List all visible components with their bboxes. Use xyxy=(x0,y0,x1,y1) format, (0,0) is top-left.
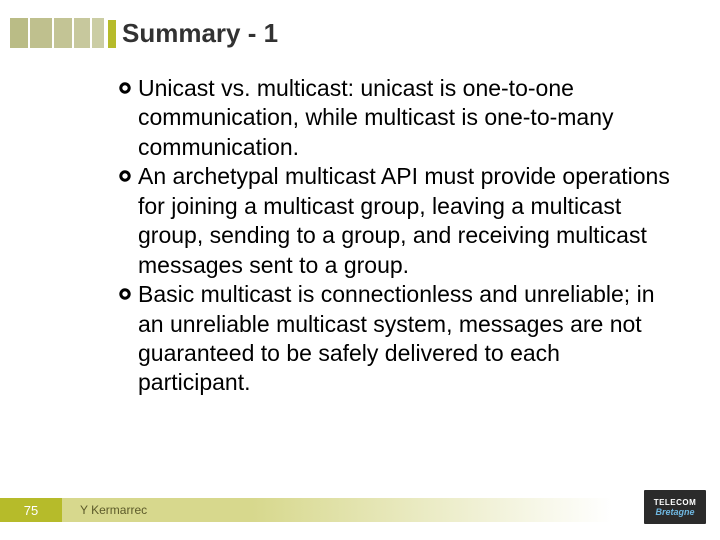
slide-body: Unicast vs. multicast: unicast is one-to… xyxy=(118,74,678,398)
page-number: 75 xyxy=(0,498,62,522)
header-decoration xyxy=(10,18,105,48)
telecom-bretagne-logo: TELECOM Bretagne xyxy=(644,490,706,524)
bullet-text: Unicast vs. multicast: unicast is one-to… xyxy=(138,74,678,162)
slide: Summary - 1 Unicast vs. multicast: unica… xyxy=(0,0,720,540)
bullet-item: An archetypal multicast API must provide… xyxy=(118,162,678,280)
footer-bar: 75 Y Kermarrec xyxy=(0,498,612,522)
bullet-item: Unicast vs. multicast: unicast is one-to… xyxy=(118,74,678,162)
header: Summary - 1 xyxy=(0,0,720,58)
ring-bullet-icon xyxy=(118,162,138,183)
bullet-text: An archetypal multicast API must provide… xyxy=(138,162,678,280)
slide-title: Summary - 1 xyxy=(122,18,278,49)
bullet-text: Basic multicast is connectionless and un… xyxy=(138,280,678,398)
bullet-item: Basic multicast is connectionless and un… xyxy=(118,280,678,398)
footer-author: Y Kermarrec xyxy=(62,498,252,522)
logo-text-bottom: Bretagne xyxy=(655,507,694,518)
ring-bullet-icon xyxy=(118,280,138,301)
logo-text-top: TELECOM xyxy=(654,499,697,507)
title-accent-bar xyxy=(108,20,116,48)
footer-gradient xyxy=(252,498,612,522)
ring-bullet-icon xyxy=(118,74,138,95)
